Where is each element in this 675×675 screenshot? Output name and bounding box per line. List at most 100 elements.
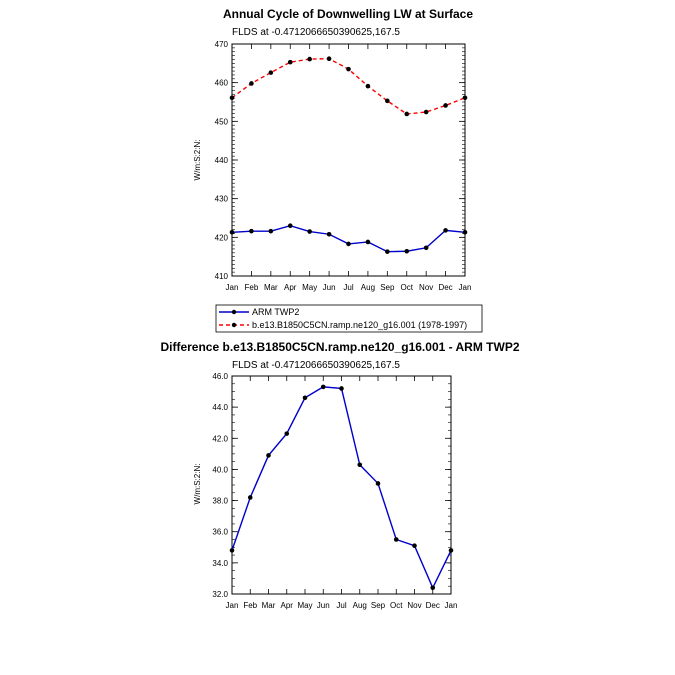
y-tick-label: 430 xyxy=(215,195,229,204)
x-tick-label: Jul xyxy=(343,283,353,292)
annual-cycle-chart: Annual Cycle of Downwelling LW at Surfac… xyxy=(193,7,473,292)
chart-title: Difference b.e13.B1850C5CN.ramp.ne120_g1… xyxy=(160,340,519,354)
x-tick-label: Feb xyxy=(245,283,259,292)
data-point xyxy=(346,66,351,72)
chart-title: Annual Cycle of Downwelling LW at Surfac… xyxy=(223,7,473,21)
data-point xyxy=(404,111,410,117)
x-tick-label: Jan xyxy=(226,601,239,610)
y-tick-label: 38.0 xyxy=(212,497,228,506)
legend-marker-model xyxy=(231,322,237,328)
data-point xyxy=(302,395,308,401)
y-tick-label: 470 xyxy=(215,40,229,49)
x-tick-label: Dec xyxy=(426,601,440,610)
x-tick-label: Sep xyxy=(380,283,395,292)
y-tick-label: 34.0 xyxy=(212,559,228,568)
x-tick-label: Sep xyxy=(371,601,386,610)
x-tick-label: Nov xyxy=(419,283,433,292)
x-tick-label: Oct xyxy=(390,601,403,610)
x-tick-label: Jan xyxy=(459,283,472,292)
x-tick-label: Jun xyxy=(323,283,336,292)
y-tick-label: 440 xyxy=(215,156,229,165)
data-point xyxy=(462,230,468,235)
plot-frame xyxy=(231,375,452,595)
data-point xyxy=(430,585,436,591)
data-point xyxy=(404,248,410,254)
y-tick-label: 40.0 xyxy=(212,465,228,474)
y-tick-label: 44.0 xyxy=(212,403,228,412)
y-tick-label: 410 xyxy=(215,272,229,281)
difference-chart: Difference b.e13.B1850C5CN.ramp.ne120_g1… xyxy=(160,340,519,610)
data-point xyxy=(249,81,254,86)
x-tick-label: May xyxy=(297,601,312,610)
data-point xyxy=(365,239,371,245)
data-point xyxy=(357,462,363,468)
plot-area: Jan Feb Mar Apr May Jun Jul Aug Sep Oct Nov Dec Jan 3… xyxy=(212,372,457,610)
data-point xyxy=(443,103,448,108)
plot-frame xyxy=(231,43,466,277)
data-point xyxy=(229,95,235,101)
x-tick-label: Jan xyxy=(445,601,458,610)
y-axis-label: W/m:S:2:N: xyxy=(193,140,202,181)
data-point xyxy=(307,229,312,234)
y-tick-label: 36.0 xyxy=(212,528,228,537)
y-axis-label: W/m:S:2:N: xyxy=(193,464,202,505)
legend-label-model: b.e13.B1850C5CN.ramp.ne120_g16.001 (1978… xyxy=(252,320,467,330)
legend: ARM TWP2 b.e13.B1850C5CN.ramp.ne120_g16.… xyxy=(215,304,483,333)
y-tick-label: 420 xyxy=(215,233,229,242)
data-point xyxy=(385,98,390,104)
data-point xyxy=(287,59,293,65)
y-tick-label: 46.0 xyxy=(212,372,228,381)
data-point xyxy=(284,431,290,436)
x-tick-label: Nov xyxy=(407,601,421,610)
data-point xyxy=(247,495,253,500)
y-tick-label: 32.0 xyxy=(212,590,228,599)
x-tick-label: Mar xyxy=(262,601,276,610)
data-point xyxy=(249,228,254,234)
x-tick-label: Jun xyxy=(317,601,330,610)
data-point xyxy=(229,548,235,553)
y-tick-label: 460 xyxy=(215,79,229,88)
x-tick-label: Jan xyxy=(226,283,239,292)
x-tick-label: Mar xyxy=(264,283,278,292)
data-point xyxy=(266,453,271,458)
plot-area: Jan Feb Mar Apr May Jun Jul Aug Sep Oct Nov Dec Jan 4… xyxy=(215,40,472,292)
series-line-0 xyxy=(231,225,466,253)
legend-item-arm: ARM TWP2 xyxy=(219,307,299,317)
x-tick-label: Oct xyxy=(401,283,414,292)
x-tick-label: Feb xyxy=(243,601,257,610)
data-point xyxy=(385,249,390,254)
data-point xyxy=(423,109,429,115)
data-point xyxy=(326,56,332,61)
x-tick-label: Aug xyxy=(361,283,375,292)
legend-box xyxy=(215,304,483,333)
legend-label-arm: ARM TWP2 xyxy=(252,307,299,317)
x-tick-label: Jul xyxy=(336,601,346,610)
chart-subtitle: FLDS at -0.4712066650390625,167.5 xyxy=(232,27,400,38)
data-point xyxy=(268,228,274,234)
x-tick-label: Apr xyxy=(284,283,297,292)
x-tick-label: Apr xyxy=(281,601,294,610)
data-point xyxy=(443,228,448,233)
data-point xyxy=(307,56,312,62)
y-tick-label: 42.0 xyxy=(212,434,228,443)
x-tick-label: Dec xyxy=(438,283,452,292)
legend-marker-arm xyxy=(231,309,237,315)
data-point xyxy=(326,231,332,237)
data-point xyxy=(229,230,235,235)
data-point xyxy=(268,70,274,75)
legend-item-model: b.e13.B1850C5CN.ramp.ne120_g16.001 (1978… xyxy=(219,320,467,330)
data-point xyxy=(339,386,344,391)
series-line-0 xyxy=(231,386,452,590)
data-point xyxy=(423,245,429,251)
data-point xyxy=(346,241,351,247)
y-tick-label: 450 xyxy=(215,117,229,126)
data-point xyxy=(393,537,399,542)
data-point xyxy=(375,481,381,486)
data-point xyxy=(287,223,293,229)
data-point xyxy=(412,543,417,549)
x-tick-label: Aug xyxy=(353,601,367,610)
chart-subtitle: FLDS at -0.4712066650390625,167.5 xyxy=(232,360,400,371)
data-point xyxy=(462,95,468,101)
data-point xyxy=(448,548,454,553)
